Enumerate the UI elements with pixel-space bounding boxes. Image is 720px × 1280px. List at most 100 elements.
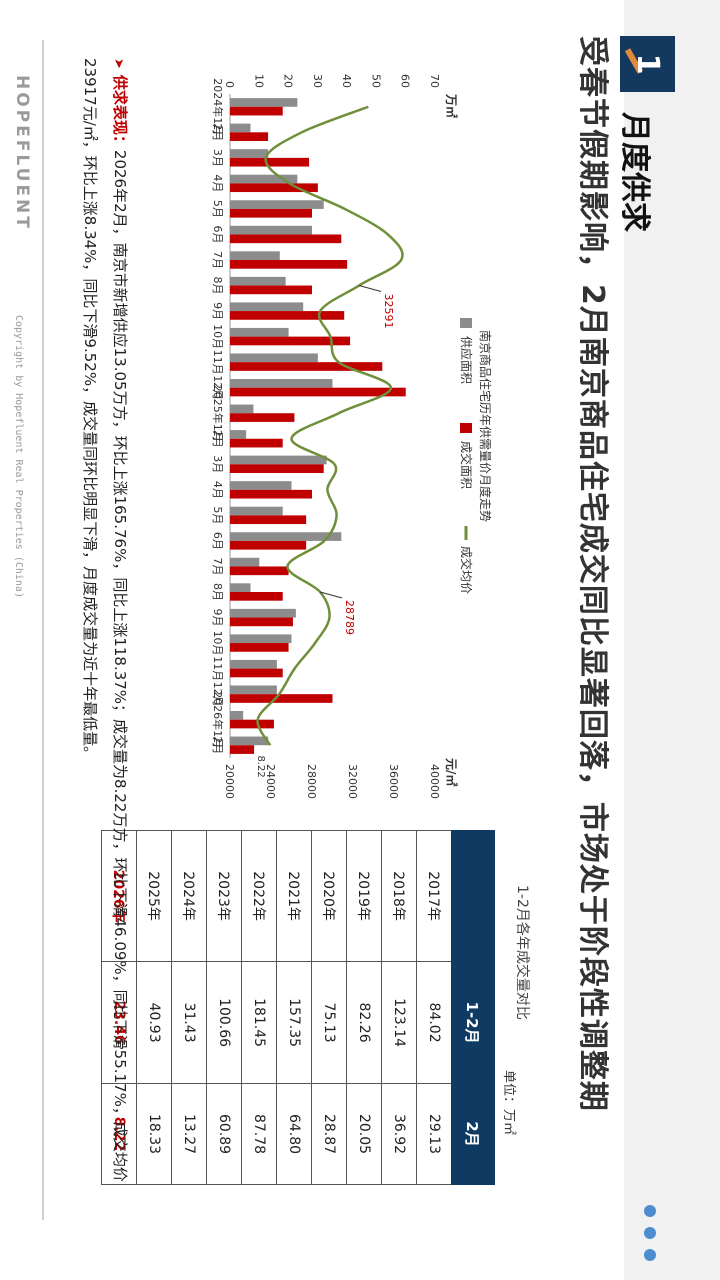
y-left-tick: 50 <box>369 74 382 88</box>
bar-deal <box>230 489 312 499</box>
y-left-tick: 60 <box>399 74 412 88</box>
annotation-leader <box>358 285 382 293</box>
x-tick-label: 11月 <box>211 656 224 681</box>
bar-deal <box>230 157 310 167</box>
chart-title: 南京商品住宅历年供需量价月度走势 <box>478 330 493 522</box>
bar-supply <box>229 608 296 618</box>
paragraph-text: 2026年2月，南京市新增供应13.05万方，环比上涨165.76%，同比上涨1… <box>81 58 129 1182</box>
bar-supply <box>230 225 312 235</box>
y-left-tick: 20 <box>282 74 295 88</box>
y-right-unit: 元/㎡ <box>444 758 459 786</box>
table-cell: 20.05 <box>346 1083 382 1185</box>
bar-deal <box>230 413 295 422</box>
x-tick-label: 12月 <box>211 682 224 707</box>
more-options-icon[interactable] <box>640 1205 656 1265</box>
data-annotations: 32591 28789 8.22 <box>255 285 395 778</box>
x-tick-label: 7月 <box>211 557 224 575</box>
bar-deal <box>229 311 345 320</box>
x-tick-label: 5月 <box>211 506 224 524</box>
bar-supply <box>230 353 318 363</box>
table-header-cell: 1-2月 <box>451 961 495 1084</box>
table-cell: 100.66 <box>206 961 242 1084</box>
table-cell: 29.13 <box>416 1083 452 1185</box>
bar-deal <box>230 183 318 193</box>
table-unit: 单位：万㎡ <box>501 1070 516 1136</box>
table-title: 1-2月各年成交量对比 <box>514 885 530 1020</box>
legend-label: 成交均价 <box>459 546 474 594</box>
bar-deal <box>229 106 283 116</box>
brand-logo-text: HOPEFLUENT <box>12 75 32 231</box>
annotation-leader <box>319 591 343 599</box>
section-number-badge: 1 <box>620 36 675 92</box>
x-tick-label: 5月 <box>211 200 224 218</box>
x-tick-label: 2024年1月 <box>211 78 225 135</box>
x-tick-label: 6月 <box>211 225 224 243</box>
bar-supply <box>230 251 280 261</box>
x-tick-label: 12月 <box>211 375 224 400</box>
bar-deal <box>229 540 307 550</box>
x-tick-label: 9月 <box>211 609 224 627</box>
bar-deal <box>229 515 307 525</box>
x-tick-label: 6月 <box>211 532 224 550</box>
section-number: 1 <box>630 53 665 75</box>
bar-series <box>229 98 406 754</box>
bar-deal <box>229 438 283 448</box>
bar-deal <box>229 566 289 576</box>
annotation-label: 8.22 <box>255 755 266 777</box>
dot-icon <box>644 1205 656 1217</box>
x-tick-label: 2月 <box>211 736 224 754</box>
table-cell: 2024年 <box>171 830 207 962</box>
y-right-tick: 40000 <box>428 764 441 799</box>
table-row: 2022年 181.45 87.78 <box>241 830 277 1185</box>
dot-icon <box>644 1227 656 1239</box>
x-tick-label: 11月 <box>211 350 224 375</box>
footer-divider <box>42 40 44 1220</box>
table-cell: 18.33 <box>136 1083 172 1185</box>
table-row: 2024年 31.43 13.27 <box>171 830 207 1185</box>
section-title: 月度供求 <box>617 112 652 232</box>
bar-deal <box>229 617 293 627</box>
annotation-label: 28789 <box>343 600 356 635</box>
bar-supply <box>229 455 327 465</box>
bar-supply <box>229 736 269 746</box>
bar-supply <box>230 532 342 541</box>
table-cell: 2022年 <box>241 830 277 962</box>
bar-supply <box>230 634 292 644</box>
table-cell: 123.14 <box>381 961 417 1084</box>
y-right-tick: 32000 <box>346 764 359 799</box>
price-line <box>256 105 404 746</box>
bar-supply <box>229 327 289 337</box>
x-tick-label: 10月 <box>211 631 224 656</box>
bar-supply <box>230 123 251 133</box>
bar-supply <box>230 583 251 592</box>
x-tick-label: 3月 <box>211 455 224 473</box>
table-row: 2019年 82.26 20.05 <box>346 830 382 1185</box>
bar-deal <box>229 592 283 601</box>
yearly-volume-table: 1-2月 2月 2017年 84.02 29.13 2018年 123.14 36.92 20… <box>101 830 495 1185</box>
y-left-tick: 30 <box>311 74 324 88</box>
table-cell: 2025年 <box>136 830 172 962</box>
table-header-cell <box>451 830 495 962</box>
legend-label: 供应面积 <box>459 336 474 384</box>
x-tick-label: 8月 <box>211 277 224 295</box>
bar-supply <box>229 276 286 286</box>
bar-deal <box>229 132 269 141</box>
table-body: 2017年 84.02 29.13 2018年 123.14 36.92 2019年 82.2… <box>101 830 452 1185</box>
table-row: 2017年 84.02 29.13 <box>416 830 452 1185</box>
table-cell: 82.26 <box>346 961 382 1084</box>
line-series <box>256 105 404 746</box>
table-cell: 13.27 <box>171 1083 207 1185</box>
bar-supply <box>230 659 277 669</box>
headline: 受春节假期影响，2月南京商品住宅成交同比显著回落，市场处于阶段性调整期 <box>575 36 610 1112</box>
x-tick-label: 7月 <box>211 251 224 269</box>
bar-supply <box>230 685 277 695</box>
bar-supply <box>230 98 298 107</box>
table-cell: 2020年 <box>311 830 347 962</box>
table-cell: 40.93 <box>136 961 172 1084</box>
bar-supply <box>230 404 254 414</box>
table-cell: 2017年 <box>416 830 452 962</box>
table-row: 2018年 123.14 36.92 <box>381 830 417 1185</box>
bar-supply <box>230 711 244 720</box>
